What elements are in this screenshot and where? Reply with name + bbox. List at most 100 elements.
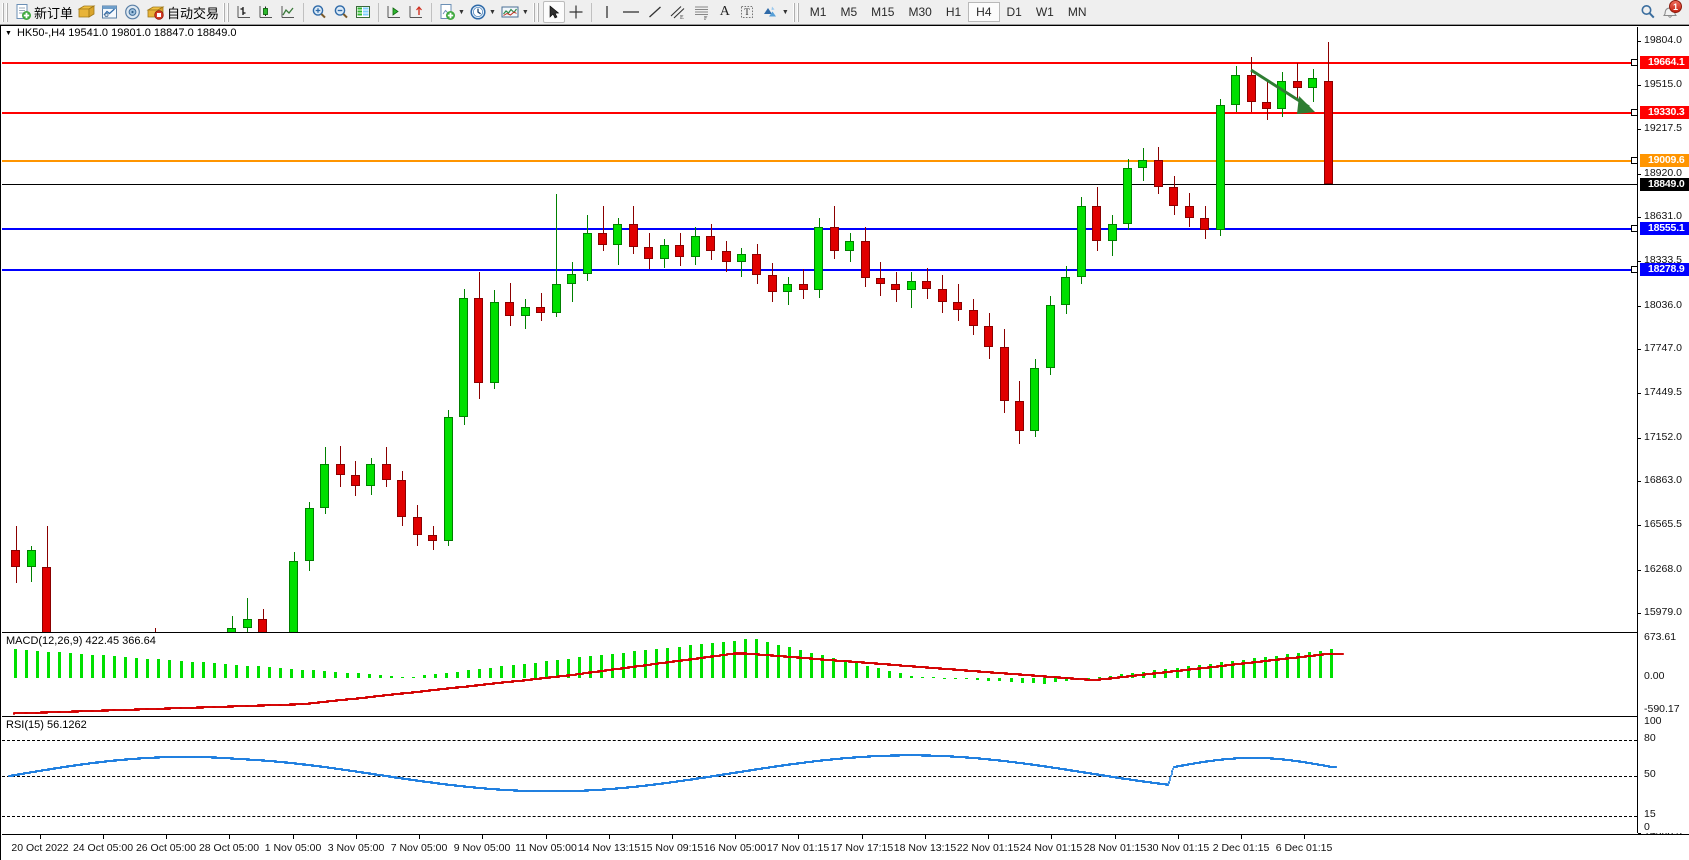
indicators-dropdown-caret[interactable]: ▼ xyxy=(521,8,529,16)
level-drag-handle[interactable] xyxy=(1631,266,1638,274)
candle-body xyxy=(505,302,515,316)
navigator-button[interactable] xyxy=(121,1,144,23)
horizontal-line-button[interactable] xyxy=(618,1,644,23)
level-line-last-price[interactable] xyxy=(2,184,1637,186)
macd-histogram-bar xyxy=(954,677,957,679)
period-button[interactable]: ▼ xyxy=(467,1,498,23)
candle-wick xyxy=(803,269,804,300)
level-drag-handle[interactable] xyxy=(1631,109,1638,117)
time-tick-mark xyxy=(1178,835,1179,839)
objects-dropdown-caret[interactable]: ▼ xyxy=(781,8,789,16)
price-tick-mark xyxy=(1638,393,1641,395)
zoom-out-button[interactable] xyxy=(330,1,352,23)
candle-body xyxy=(659,245,669,259)
candle-body xyxy=(1153,160,1163,187)
vertical-line-button[interactable] xyxy=(596,1,618,23)
fibonacci-icon: F xyxy=(694,6,708,21)
timeframe-d1[interactable]: D1 xyxy=(1006,5,1022,19)
macd-histogram-bar xyxy=(279,667,282,678)
macd-histogram-bar xyxy=(556,659,559,678)
time-tick-mark xyxy=(166,835,167,839)
new-chart-dropdown-caret[interactable]: ▼ xyxy=(458,8,465,16)
candle-body xyxy=(875,278,885,285)
macd-subwindow[interactable]: MACD(12,26,9) 422.45 366.64 xyxy=(2,632,1637,716)
price-tag-pivot[interactable]: 19009.6 xyxy=(1631,154,1689,168)
indicators-button[interactable]: ▼ xyxy=(498,1,531,23)
crosshair-button[interactable] xyxy=(565,1,587,23)
macd-histogram-bar xyxy=(146,658,149,678)
timeframe-h1[interactable]: H1 xyxy=(945,5,962,19)
chart-shift-button[interactable] xyxy=(383,1,405,23)
rsi-subwindow[interactable]: RSI(15) 56.1262 xyxy=(2,716,1637,833)
macd-histogram-bar xyxy=(1021,677,1024,683)
price-tag-last-price[interactable]: 18849.0 xyxy=(1640,178,1689,192)
timeframe-m30[interactable]: M30 xyxy=(908,5,932,19)
macd-histogram-bar xyxy=(1164,668,1167,678)
candle-body xyxy=(474,297,484,383)
auto-trading-button[interactable]: 自动交易 xyxy=(144,1,221,23)
candlestick-chart-button[interactable] xyxy=(255,1,277,23)
auto-scroll-button[interactable] xyxy=(405,1,427,23)
line-chart-button[interactable] xyxy=(277,1,299,23)
candle-body xyxy=(1045,305,1055,368)
timeframe-m15[interactable]: M15 xyxy=(871,5,895,19)
macd-histogram-bar xyxy=(257,666,260,678)
cursor-button[interactable] xyxy=(542,1,565,23)
text-button[interactable]: A xyxy=(714,1,736,23)
crosshair-icon xyxy=(569,5,583,19)
timeframe-mn[interactable]: MN xyxy=(1067,5,1087,19)
level-drag-handle[interactable] xyxy=(1631,59,1638,67)
market-watch-button[interactable] xyxy=(98,1,121,23)
macd-histogram-bar xyxy=(888,670,891,678)
price-tick-label: 15979.0 xyxy=(1644,606,1682,619)
candle-body xyxy=(381,463,391,480)
profiles-button[interactable] xyxy=(75,1,98,23)
search-button[interactable] xyxy=(1637,1,1659,23)
notifications-button[interactable]: 1 xyxy=(1659,0,1682,23)
timeframe-w1[interactable]: W1 xyxy=(1035,5,1054,19)
text-label-button[interactable]: T xyxy=(736,1,758,23)
new-order-button[interactable]: 新订单 xyxy=(12,1,75,23)
macd-histogram-bar xyxy=(1253,658,1256,678)
trendline-button[interactable] xyxy=(644,1,666,23)
timeframe-m1[interactable]: M1 xyxy=(809,5,827,19)
chart-menu-caret-icon[interactable]: ▼ xyxy=(5,29,12,37)
level-drag-handle[interactable] xyxy=(1631,157,1638,165)
timeframe-m5[interactable]: M5 xyxy=(840,5,858,19)
macd-histogram-bar xyxy=(1242,659,1245,678)
chart-grid-button[interactable] xyxy=(352,1,374,23)
period-dropdown-caret[interactable]: ▼ xyxy=(488,8,496,16)
timeframe-h4[interactable]: H4 xyxy=(968,2,1000,22)
fibonacci-button[interactable]: F xyxy=(690,1,714,23)
price-tag-resistance-2[interactable]: 19330.3 xyxy=(1631,106,1689,120)
equidistant-channel-button[interactable]: E xyxy=(666,1,690,23)
text-icon: A xyxy=(719,4,730,19)
price-tag-support-1[interactable]: 18555.1 xyxy=(1631,222,1689,236)
rsi-label: RSI(15) 56.1262 xyxy=(6,719,87,731)
level-line-pivot[interactable] xyxy=(2,160,1637,163)
macd-histogram-bar xyxy=(157,659,160,678)
toolbar-grip-2[interactable] xyxy=(223,2,231,22)
macd-histogram-bar xyxy=(633,651,636,678)
toolbar-grip[interactable] xyxy=(2,2,9,22)
time-scale[interactable]: 20 Oct 2022 24 Oct 05:00 26 Oct 05:00 28 Oc… xyxy=(2,834,1689,860)
toolbar-grip-4[interactable] xyxy=(792,2,800,22)
market-watch-icon xyxy=(102,5,118,19)
bar-chart-button[interactable] xyxy=(233,1,255,23)
search-icon xyxy=(1641,5,1655,19)
objects-button[interactable]: ▼ xyxy=(758,1,791,23)
macd-histogram-bar xyxy=(932,677,935,679)
zoom-in-button[interactable] xyxy=(308,1,330,23)
level-line-resistance-1[interactable] xyxy=(2,62,1637,65)
price-tag-support-2[interactable]: 18278.9 xyxy=(1631,263,1689,277)
vertical-line-icon xyxy=(606,6,608,18)
level-drag-handle[interactable] xyxy=(1631,225,1638,233)
new-chart-button[interactable]: ▼ xyxy=(436,1,467,23)
level-line-resistance-2[interactable] xyxy=(2,112,1637,115)
chart-window[interactable]: ▼ HK50-,H4 19541.0 19801.0 18847.0 18849… xyxy=(0,25,1689,860)
chart-symbol-ohlc-text: HK50-,H4 19541.0 19801.0 18847.0 18849.0 xyxy=(16,27,237,39)
price-tag-resistance-1[interactable]: 19664.1 xyxy=(1631,56,1689,70)
toolbar-grip-3[interactable] xyxy=(532,2,540,22)
candle-body xyxy=(335,463,345,476)
